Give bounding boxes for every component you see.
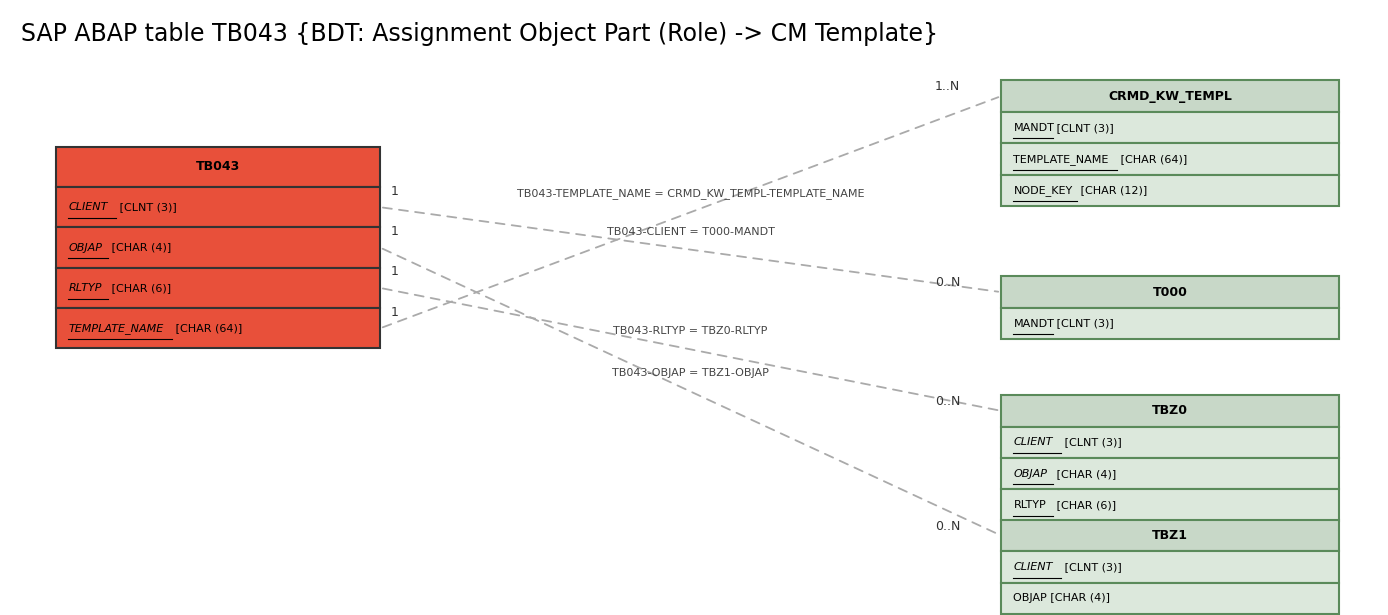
Text: [CLNT (3)]: [CLNT (3)]: [117, 202, 178, 212]
Text: 1..N: 1..N: [934, 80, 960, 93]
Text: TB043: TB043: [196, 161, 240, 173]
Text: [CHAR (12)]: [CHAR (12)]: [1077, 186, 1148, 196]
Text: 1: 1: [391, 266, 398, 279]
Bar: [56, 268, 380, 308]
Text: TB043-OBJAP = TBZ1-OBJAP: TB043-OBJAP = TBZ1-OBJAP: [612, 368, 769, 378]
Bar: [1001, 582, 1339, 614]
Text: [CHAR (4)]: [CHAR (4)]: [108, 242, 172, 253]
Bar: [1001, 308, 1339, 339]
Text: OBJAP [CHAR (4)]: OBJAP [CHAR (4)]: [1013, 593, 1110, 603]
Bar: [1001, 143, 1339, 175]
Text: TB043-CLIENT = T000-MANDT: TB043-CLIENT = T000-MANDT: [607, 226, 775, 237]
Text: 1: 1: [391, 225, 398, 238]
Bar: [1001, 520, 1339, 551]
Text: 1: 1: [391, 184, 398, 197]
Bar: [56, 187, 380, 228]
Text: CLIENT: CLIENT: [68, 202, 108, 212]
Text: T000: T000: [1152, 285, 1187, 299]
Text: OBJAP: OBJAP: [68, 242, 103, 253]
Text: MANDT: MANDT: [1013, 319, 1055, 328]
Text: 0..N: 0..N: [934, 276, 960, 289]
Text: [CLNT (3)]: [CLNT (3)]: [1062, 562, 1122, 572]
Text: RLTYP: RLTYP: [68, 283, 101, 293]
Text: OBJAP: OBJAP: [1013, 469, 1048, 478]
Bar: [56, 308, 380, 349]
Text: TB043-TEMPLATE_NAME = CRMD_KW_TEMPL-TEMPLATE_NAME: TB043-TEMPLATE_NAME = CRMD_KW_TEMPL-TEMP…: [516, 188, 865, 199]
Text: [CHAR (6)]: [CHAR (6)]: [108, 283, 172, 293]
Text: RLTYP: RLTYP: [1013, 500, 1047, 510]
Bar: [1001, 276, 1339, 308]
Text: NODE_KEY: NODE_KEY: [1013, 185, 1073, 196]
Text: SAP ABAP table TB043 {BDT: Assignment Object Part (Role) -> CM Template}: SAP ABAP table TB043 {BDT: Assignment Ob…: [21, 22, 938, 46]
Bar: [56, 146, 380, 187]
Bar: [1001, 395, 1339, 427]
Text: TBZ0: TBZ0: [1152, 404, 1188, 418]
Text: MANDT: MANDT: [1013, 122, 1055, 133]
Text: CLIENT: CLIENT: [1013, 437, 1052, 447]
Bar: [1001, 458, 1339, 490]
Text: [CHAR (6)]: [CHAR (6)]: [1053, 500, 1116, 510]
Text: [CHAR (64)]: [CHAR (64)]: [172, 323, 243, 333]
Text: TEMPLATE_NAME: TEMPLATE_NAME: [68, 323, 164, 334]
Text: [CLNT (3)]: [CLNT (3)]: [1053, 122, 1115, 133]
Bar: [56, 228, 380, 268]
Text: [CHAR (64)]: [CHAR (64)]: [1117, 154, 1188, 164]
Bar: [1001, 551, 1339, 582]
Bar: [1001, 81, 1339, 112]
Text: [CLNT (3)]: [CLNT (3)]: [1053, 319, 1115, 328]
Bar: [1001, 490, 1339, 521]
Text: 1: 1: [391, 306, 398, 319]
Text: CRMD_KW_TEMPL: CRMD_KW_TEMPL: [1108, 90, 1233, 103]
Text: [CHAR (4)]: [CHAR (4)]: [1053, 469, 1117, 478]
Bar: [1001, 175, 1339, 206]
Text: [CLNT (3)]: [CLNT (3)]: [1062, 437, 1122, 447]
Text: CLIENT: CLIENT: [1013, 562, 1052, 572]
Text: TB043-RLTYP = TBZ0-RLTYP: TB043-RLTYP = TBZ0-RLTYP: [613, 327, 768, 336]
Text: 0..N: 0..N: [934, 395, 960, 408]
Text: TEMPLATE_NAME: TEMPLATE_NAME: [1013, 154, 1109, 165]
Bar: [1001, 427, 1339, 458]
Text: 0..N: 0..N: [934, 520, 960, 533]
Text: TBZ1: TBZ1: [1152, 529, 1188, 542]
Bar: [1001, 112, 1339, 143]
